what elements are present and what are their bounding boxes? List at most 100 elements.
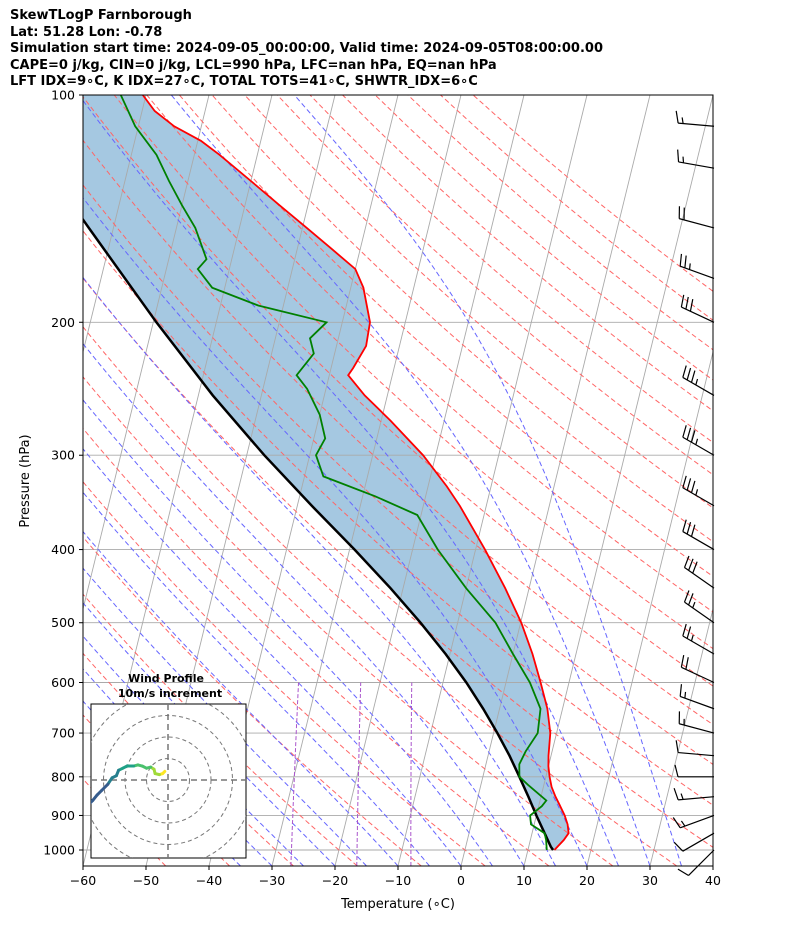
dry-adiabat [342,95,713,412]
wind-barb-staff [681,666,715,684]
wind-barb [680,655,715,684]
wind-barb-staff [678,122,715,127]
x-tick-label: 10 [516,873,532,888]
wind-barb-staff [679,218,715,229]
moist-adiabat [83,530,399,866]
wind-barb [682,365,715,396]
wind-barb-feather [682,623,687,637]
title-times: Simulation start time: 2024-09-05_00:00:… [10,41,603,56]
hodograph-segment [91,798,95,805]
moist-adiabat [83,342,525,866]
hodograph-segment [99,782,110,793]
wind-barb-feather [679,253,683,267]
y-tick-label: 700 [51,726,75,741]
wind-barb-feather [683,590,690,603]
title-latlon: Lat: 51.28 Lon: -0.78 [10,24,163,40]
pressure-gridlines [83,95,713,851]
dry-adiabat [309,95,713,444]
wind-barb-feather [679,684,683,697]
x-tick-label: −10 [385,873,411,888]
isotherm-line [397,95,588,866]
dry-adiabat [179,95,713,578]
wind-barb-half-feather [695,438,699,445]
x-tick-label: −20 [322,873,348,888]
wind-barb-feather [677,868,689,876]
axis-ticks: −60 −50 −40 −30 −20 −10 0 10 20 30 40 100 200 300 400 5… [43,88,721,889]
wind-barb-feather [683,555,690,568]
wind-barb-staff [678,751,715,757]
wind-barb-staff [682,832,715,852]
y-tick-label: 300 [51,448,75,463]
wind-barb-feather [680,294,685,308]
wind-barb [682,425,715,456]
wind-barb-feather [688,558,694,571]
wind-barb [678,711,715,734]
wind-barb-feather [673,841,684,852]
wind-barb-feather [690,480,696,493]
wind-barb-staff [678,796,715,801]
hodograph-segment [91,803,92,804]
isotherm-line [586,350,713,866]
hodograph [91,704,246,858]
wind-barb-feather [689,299,694,312]
wind-barb-feather [684,255,687,268]
wind-barb-feather [672,817,681,829]
dry-adiabat [407,95,713,351]
wind-barb-feather [682,475,687,488]
wind-barb-half-feather [680,793,684,800]
wind-barb-feather [690,370,696,383]
wind-barb-feather [686,478,692,491]
wind-barb-feather [682,519,687,532]
wind-barb-feather [690,524,696,537]
isotherm-line [83,95,147,354]
wind-barb-feather [677,149,680,162]
moist-adiabat [83,448,462,866]
y-axis-title: Pressure (hPa) [18,434,33,527]
wind-barb-half-feather [695,489,699,496]
wind-barb-staff [679,814,715,829]
mixing-ratio-line [356,682,362,866]
y-tick-label: 900 [51,808,75,823]
dry-adiabat-lines [83,95,713,866]
wind-barb-feather [685,657,689,670]
isotherm-line [334,95,525,866]
sounding-profiles [83,95,570,851]
y-tick-label: 400 [51,542,75,557]
y-tick-label: 1000 [43,843,75,858]
moist-adiabat-lines [83,95,682,866]
wind-barb [673,832,715,852]
wind-barb [678,206,715,229]
wind-barb-feather [688,593,694,606]
wind-barb [673,787,715,801]
wind-barb-staff [682,635,715,655]
x-tick-label: −40 [196,873,222,888]
dry-adiabat [211,95,713,543]
chart-title-block: SkewTLogP Farnborough Lat: 51.28 Lon: -0… [10,8,603,91]
y-tick-label: 600 [51,675,75,690]
moist-adiabat [83,276,556,866]
wind-barb-feather [685,296,689,310]
x-tick-label: 0 [457,873,465,888]
wind-barb-feather [682,365,687,378]
wind-barb [677,849,715,876]
wind-barb-staff [679,723,715,734]
wind-barb [679,253,715,280]
mixing-ratio-line [410,682,413,866]
isotherm-line [271,95,462,866]
wind-barb-staff [682,531,715,551]
y-tick-label: 500 [51,615,75,630]
cape-area [83,95,569,850]
wind-barb [674,764,714,778]
wind-barb-feather [686,367,692,381]
wind-barb-staff [681,306,715,323]
x-tick-label: −60 [70,873,96,888]
cape-shading [83,95,569,850]
dry-adiabat [83,376,614,866]
wind-barb-staff [682,436,715,456]
moist-adiabat [83,602,336,866]
wind-barb-staff [679,265,715,280]
dry-adiabat [83,427,550,866]
wind-barb [683,590,715,624]
moist-adiabat [83,567,367,866]
